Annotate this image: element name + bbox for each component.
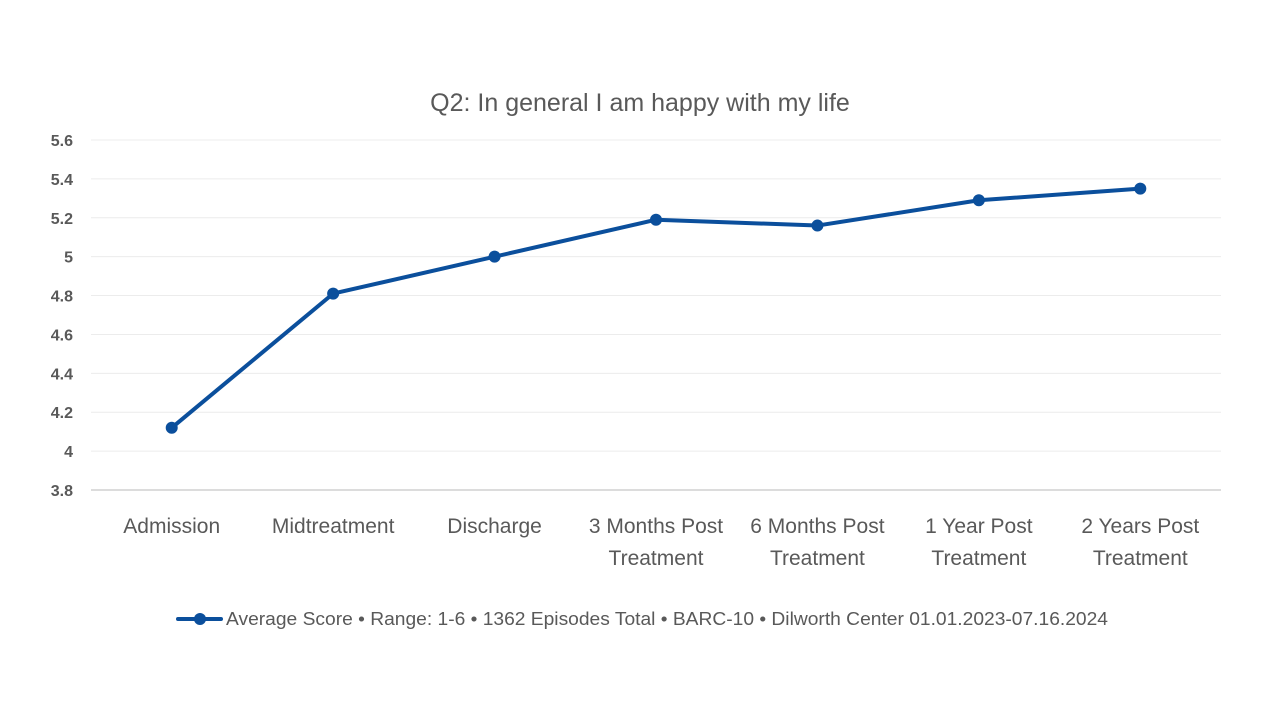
y-tick-label: 4.2 [51, 405, 73, 422]
x-tick-label-line: 1 Year Post [925, 515, 1033, 538]
x-tick-label-line: Treatment [931, 547, 1026, 570]
x-tick-label: Discharge [447, 515, 542, 538]
x-tick-label: Midtreatment [272, 515, 395, 538]
data-point [488, 250, 501, 263]
x-tick-label-line: Treatment [609, 547, 704, 570]
x-tick-label: 3 Months Post Treatment [589, 515, 723, 570]
x-tick-label-line: Treatment [1093, 547, 1188, 570]
data-point [650, 213, 662, 226]
x-tick-label: 2 Years Post Treatment [1081, 515, 1199, 570]
y-axis-ticks: 3.8 4 4.2 4.4 4.6 4.8 5 5.2 5.4 5.6 [51, 133, 73, 500]
data-point [327, 287, 340, 300]
x-tick-label-line: 3 Months Post [589, 515, 723, 538]
chart-title: Q2: In general I am happy with my life [430, 89, 850, 117]
x-tick-label: Admission [123, 515, 220, 538]
x-tick-label-line: Discharge [447, 515, 542, 538]
y-tick-label: 4.6 [51, 327, 73, 344]
legend-marker [194, 613, 206, 625]
y-tick-label: 5.6 [51, 133, 73, 150]
x-tick-label-line: 6 Months Post [750, 515, 884, 538]
y-tick-label: 3.8 [51, 483, 73, 500]
legend-label: Average Score • Range: 1-6 • 1362 Episod… [226, 609, 1108, 629]
series-group [165, 182, 1147, 434]
y-tick-label: 5 [64, 250, 73, 267]
y-tick-label: 4.4 [51, 366, 73, 383]
x-tick-label-line: Treatment [770, 547, 865, 570]
x-tick-label: 1 Year Post Treatment [925, 515, 1033, 570]
data-point [1134, 182, 1147, 195]
data-point [165, 421, 178, 434]
x-tick-label-line: Midtreatment [272, 515, 395, 538]
x-axis-ticks: Admission Midtreatment Discharge 3 Months P… [123, 515, 1199, 570]
data-point [972, 194, 985, 207]
x-tick-label-line: Admission [123, 515, 220, 538]
y-tick-label: 5.4 [51, 172, 73, 189]
legend: Average Score • Range: 1-6 • 1362 Episod… [176, 609, 1108, 629]
data-point [811, 219, 824, 232]
y-tick-label: 5.2 [51, 211, 73, 228]
y-tick-label: 4 [64, 444, 73, 461]
x-tick-label-line: 2 Years Post [1081, 515, 1199, 538]
x-tick-label: 6 Months Post Treatment [750, 515, 884, 570]
gridlines [91, 139, 1221, 491]
y-tick-label: 4.8 [51, 289, 73, 306]
